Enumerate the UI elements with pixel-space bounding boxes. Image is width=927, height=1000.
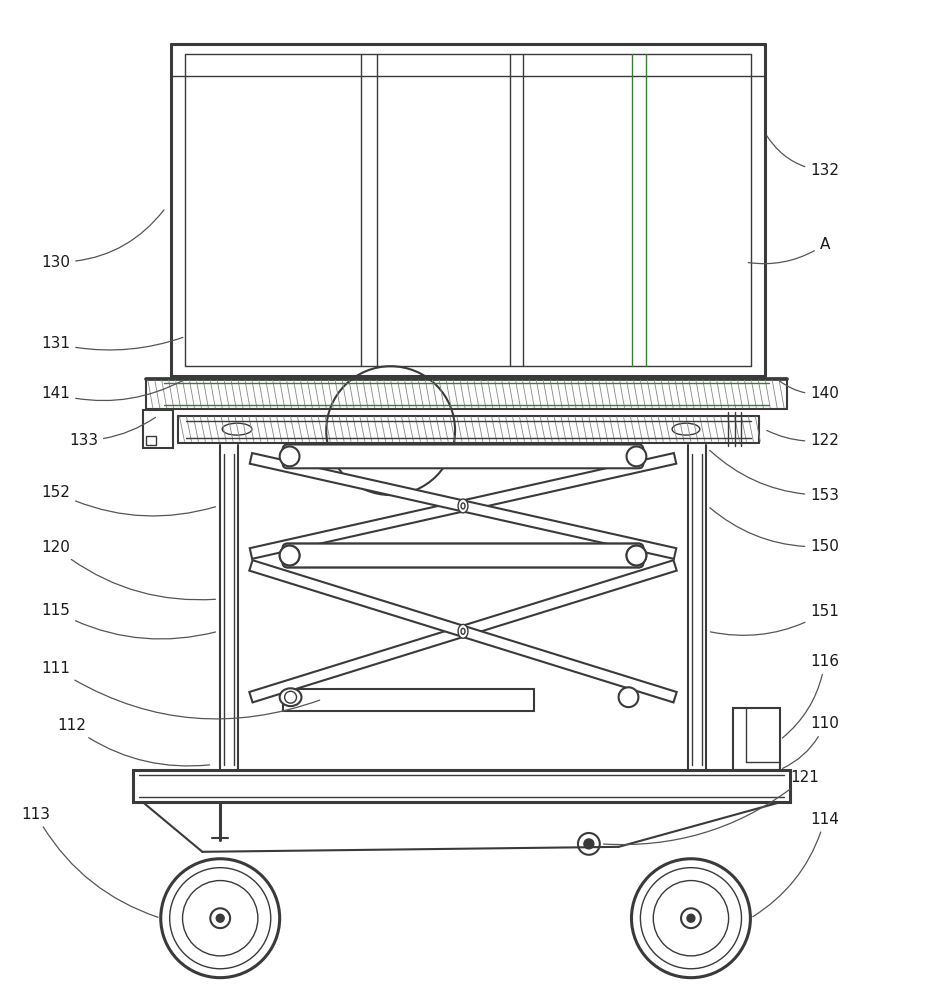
Circle shape (210, 908, 230, 928)
Circle shape (630, 859, 750, 978)
Bar (146, 436, 156, 445)
Text: 132: 132 (766, 136, 838, 178)
Circle shape (640, 868, 741, 969)
Text: 141: 141 (41, 380, 183, 401)
Text: 114: 114 (752, 812, 838, 917)
Circle shape (583, 839, 593, 849)
Text: 153: 153 (709, 450, 838, 503)
Circle shape (170, 868, 271, 969)
Circle shape (680, 908, 700, 928)
Bar (133, 770, 789, 802)
Bar (731, 708, 780, 770)
Text: 110: 110 (781, 716, 838, 768)
Text: 121: 121 (603, 770, 819, 845)
Circle shape (626, 446, 645, 466)
Circle shape (618, 687, 638, 707)
Polygon shape (249, 453, 676, 559)
Ellipse shape (671, 423, 699, 435)
Text: 113: 113 (21, 807, 158, 917)
Ellipse shape (458, 624, 467, 638)
Circle shape (160, 859, 279, 978)
Text: 131: 131 (41, 336, 183, 351)
Text: 111: 111 (41, 661, 319, 719)
Circle shape (285, 691, 297, 703)
Polygon shape (249, 560, 676, 702)
Ellipse shape (222, 423, 251, 435)
Circle shape (686, 914, 694, 922)
Polygon shape (249, 453, 676, 559)
Bar (143, 410, 172, 448)
Text: 133: 133 (69, 417, 156, 448)
Circle shape (578, 833, 599, 855)
Ellipse shape (461, 503, 464, 509)
Circle shape (216, 914, 224, 922)
FancyBboxPatch shape (283, 445, 642, 468)
Circle shape (626, 546, 645, 565)
Circle shape (279, 546, 299, 565)
Bar (283, 689, 534, 711)
Text: 120: 120 (41, 540, 215, 600)
Ellipse shape (279, 688, 301, 706)
Ellipse shape (458, 499, 467, 513)
Text: 130: 130 (41, 210, 164, 270)
Circle shape (279, 446, 299, 466)
Circle shape (183, 881, 258, 956)
Circle shape (626, 546, 645, 565)
Text: 122: 122 (766, 430, 838, 448)
Text: 140: 140 (779, 381, 838, 401)
Text: A: A (747, 237, 829, 264)
FancyBboxPatch shape (283, 544, 642, 567)
Text: 112: 112 (57, 718, 210, 766)
Circle shape (653, 881, 728, 956)
FancyBboxPatch shape (283, 544, 642, 567)
Circle shape (279, 546, 299, 565)
Text: 115: 115 (41, 603, 215, 639)
Text: 150: 150 (709, 508, 838, 554)
Text: 116: 116 (781, 654, 838, 738)
Polygon shape (249, 560, 676, 702)
Text: 152: 152 (41, 485, 215, 516)
Text: 151: 151 (710, 604, 838, 635)
Ellipse shape (461, 628, 464, 634)
